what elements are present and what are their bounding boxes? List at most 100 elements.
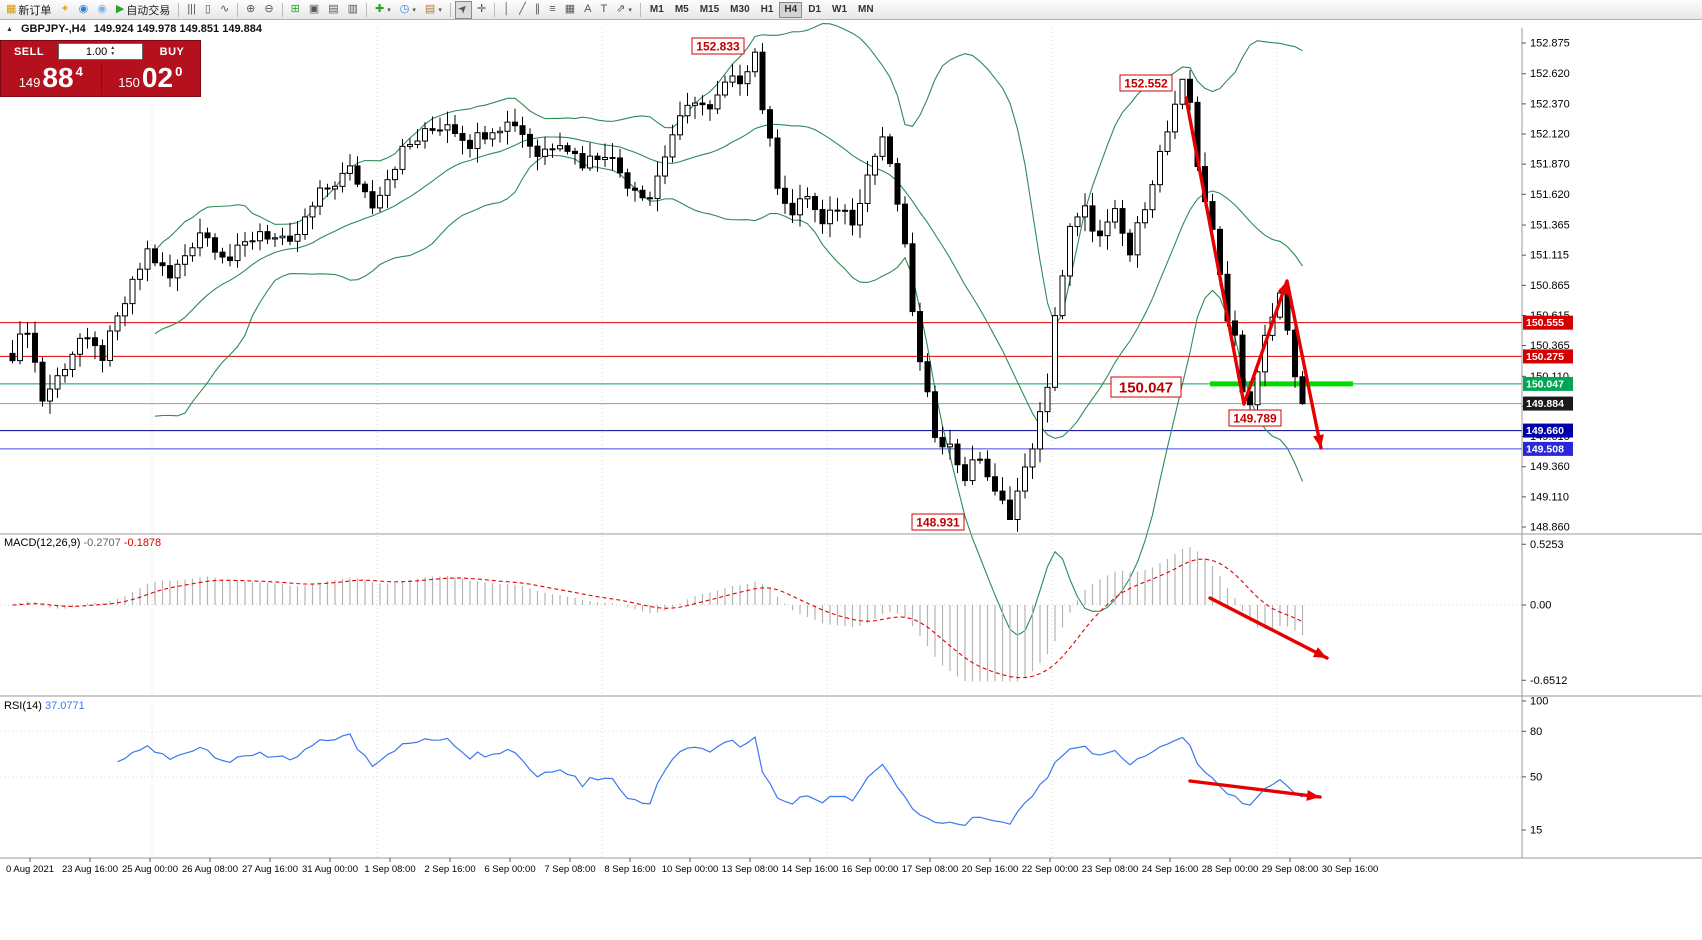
text-button[interactable]: A (580, 1, 595, 19)
templates-button-dropdown-icon[interactable]: ▾ (438, 6, 442, 14)
candle-body (47, 388, 53, 402)
candle-body (302, 216, 308, 236)
volume-spinner[interactable]: ▲ ▼ (110, 45, 116, 57)
cascade-windows-button[interactable]: ▣ (305, 1, 323, 19)
rsi-trend-arrow[interactable] (1188, 779, 1322, 799)
price-tag-149.884 (1523, 396, 1573, 411)
bid-price[interactable]: 149 88 4 (1, 62, 101, 96)
volume-value[interactable]: 1.00 (85, 45, 108, 58)
vertical-line-button[interactable]: │ (499, 1, 514, 19)
chart-area[interactable]: 152.875 152.620 152.370 152.120 151.870 151.6… (0, 20, 1702, 940)
collapse-triangle-icon[interactable]: ▲ (6, 25, 13, 33)
zoom-out-button[interactable]: ⊖ (260, 1, 277, 19)
sell-button[interactable]: SELL (1, 46, 57, 58)
fibonacci-button[interactable]: ≡ (545, 1, 559, 19)
candle-body (1232, 320, 1238, 336)
volume-control[interactable]: 1.00 ▲ ▼ (58, 43, 143, 60)
price-axis[interactable]: 152.875 152.620 152.370 152.120 151.870 151.6… (1522, 38, 1573, 534)
rsi-label: RSI(14) 37.0771 (4, 700, 85, 712)
zoom-out-button-icon: ⊖ (264, 3, 274, 15)
bar-chart-button[interactable]: ||| (183, 1, 200, 19)
new-order-button[interactable]: ▦ 新订单 (2, 1, 55, 19)
volume-down-icon[interactable]: ▼ (110, 50, 116, 57)
price-tag-label: 149.660 (1526, 425, 1564, 437)
tf-m5[interactable]: M5 (670, 2, 694, 18)
price-callout-box[interactable] (1228, 409, 1282, 427)
time-axis[interactable]: 0 Aug 2021 23 Aug 16:00 25 Aug 00:00 26 Aug… (6, 858, 1378, 875)
bollinger-upper-band (154, 23, 1303, 327)
toolbar-separator (178, 2, 180, 17)
candle-body (1119, 208, 1126, 234)
price-tick-label: 151.620 (1530, 189, 1570, 201)
ask-price[interactable]: 150 02 0 (101, 62, 201, 96)
candle-body (662, 156, 668, 177)
main-zigzag-arrow[interactable] (1184, 96, 1323, 450)
tf-d1[interactable]: D1 (803, 2, 826, 18)
candle-body (1127, 232, 1133, 256)
tile-windows-button[interactable]: ⊞ (287, 1, 304, 19)
price-tick-label: 150.865 (1530, 280, 1570, 292)
tf-h4[interactable]: H4 (779, 1, 803, 18)
candle-body (459, 132, 466, 141)
cascade-windows-button-icon: ▣ (308, 3, 320, 15)
objects-grid-button[interactable]: ▦ (561, 1, 579, 19)
candle-body (474, 132, 481, 149)
ask-pip: 0 (175, 64, 183, 79)
price-callout-text: 148.931 (916, 515, 960, 529)
price-callout-box[interactable] (691, 37, 745, 55)
trendline-button[interactable]: ╱ (515, 1, 530, 19)
templates-button-icon: ▤ (424, 3, 436, 15)
price-callout-box[interactable] (1110, 376, 1182, 398)
macd-trend-arrow[interactable] (1208, 596, 1329, 660)
autotrading-button[interactable]: ▶ 自动交易 (112, 1, 174, 19)
candle-body (1097, 230, 1103, 237)
zoom-in-button[interactable]: ⊕ (242, 1, 259, 19)
tf-w1[interactable]: W1 (827, 2, 852, 18)
candle-body (519, 125, 526, 135)
tf-h1[interactable]: H1 (756, 2, 779, 18)
line-chart-button[interactable]: ∿ (216, 1, 233, 19)
time-label: 1 Sep 08:00 (364, 864, 415, 875)
indicators-button-dropdown-icon[interactable]: ▾ (387, 6, 391, 14)
indicators-button[interactable]: ✚ ▾ (371, 1, 395, 19)
time-label: 23 Sep 08:00 (1082, 864, 1139, 875)
tf-mn[interactable]: MN (853, 2, 879, 18)
time-label: 22 Sep 00:00 (1022, 864, 1079, 875)
chat-icon-button[interactable]: ◉ (75, 1, 93, 19)
price-chart-svg[interactable]: 152.875 152.620 152.370 152.120 151.870 151.6… (0, 20, 1702, 940)
candle-body (617, 157, 623, 174)
periods-button[interactable]: ◷ ▾ (396, 1, 420, 19)
price-callout-box[interactable] (911, 513, 965, 531)
tile-vertical-button[interactable]: ▥ (344, 1, 362, 19)
candle-body (887, 136, 893, 165)
tf-m15[interactable]: M15 (695, 2, 724, 18)
time-label: 26 Aug 08:00 (182, 864, 238, 875)
periods-button-dropdown-icon[interactable]: ▾ (412, 6, 416, 14)
candlestick-chart-button-icon: ▯ (204, 3, 211, 15)
arrow-head (1313, 434, 1324, 448)
mql5-icon-button[interactable]: ✦ (56, 1, 73, 19)
price-tick-label: 151.870 (1530, 159, 1570, 171)
tf-m1[interactable]: M1 (645, 2, 669, 18)
candle-body (332, 185, 338, 190)
tile-horizontal-button[interactable]: ▤ (324, 1, 342, 19)
label-button[interactable]: T (596, 1, 611, 19)
templates-button[interactable]: ▤ ▾ (421, 1, 446, 19)
time-label: 13 Sep 08:00 (722, 864, 779, 875)
channel-button[interactable]: ∥ (531, 1, 545, 19)
arrows-button[interactable]: ⇗ ▾ (612, 1, 636, 19)
price-callout-box[interactable] (1119, 74, 1173, 92)
cursor-button[interactable]: ➤ (454, 0, 473, 19)
crosshair-button[interactable]: ✛ (473, 1, 490, 19)
community-icon-button[interactable]: ◉ (93, 1, 111, 19)
annotation-arrows[interactable] (1184, 96, 1329, 801)
volume-up-icon[interactable]: ▲ (110, 45, 116, 51)
arrows-button-dropdown-icon[interactable]: ▾ (628, 6, 632, 14)
tile-vertical-button-icon: ▥ (347, 3, 359, 15)
tf-m30[interactable]: M30 (725, 2, 754, 18)
candle-body (324, 187, 331, 190)
price-tick-label: 152.875 (1530, 38, 1570, 50)
buy-button[interactable]: BUY (144, 46, 200, 58)
candlestick-chart-button[interactable]: ▯ (201, 1, 215, 19)
